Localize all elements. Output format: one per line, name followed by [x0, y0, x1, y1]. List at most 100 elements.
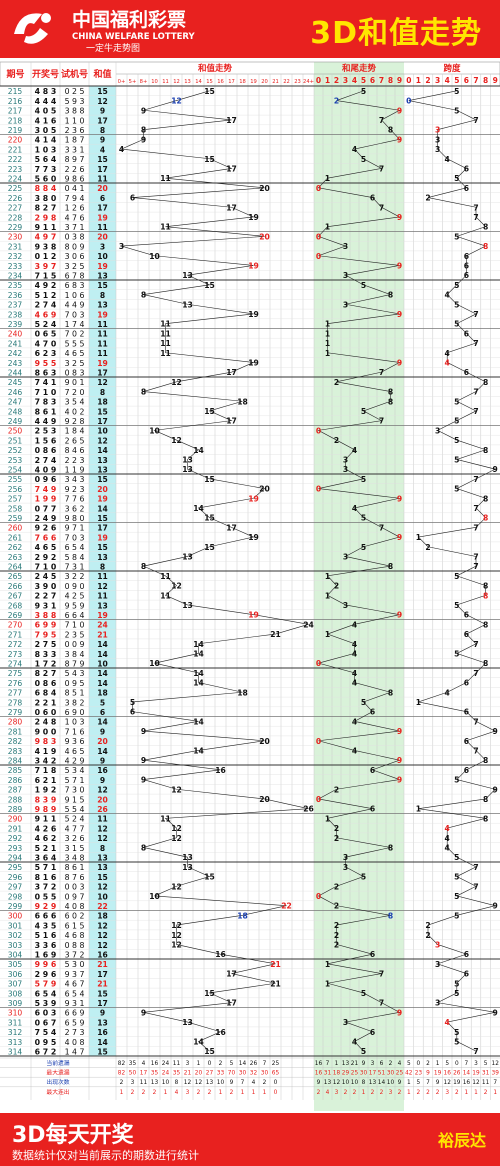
test-number: 3 2 6: [65, 834, 85, 843]
span-point-label: 3: [435, 940, 440, 949]
span-digit-label: 5: [454, 76, 459, 85]
sum-point-label: 8: [141, 388, 146, 397]
sum-point-label: 12: [171, 882, 182, 891]
tail-point-label: 2: [334, 824, 339, 833]
span-point-label: 6: [464, 970, 469, 979]
sum-value: 26: [97, 805, 108, 814]
test-number: 7 1 6: [65, 727, 85, 736]
draw-number: 6 5 4: [35, 989, 57, 998]
draw-number: 5 2 1: [35, 844, 57, 853]
sum-value: 20: [97, 184, 108, 193]
sum-value: 19: [97, 533, 108, 542]
sum-value: 17: [97, 116, 108, 125]
period-number: 314: [8, 1047, 23, 1056]
draw-number: 7 9 5: [35, 630, 57, 639]
period-number: 291: [8, 824, 23, 833]
test-number: 6 5 4: [65, 543, 85, 552]
span-point-label: 8: [483, 514, 488, 523]
sum-value: 15: [97, 155, 108, 164]
sum-point-label: 11: [160, 349, 171, 358]
span-point-label: 6: [464, 164, 469, 173]
sum-value: 14: [97, 640, 108, 649]
stat-sum-value: 2: [263, 1080, 267, 1086]
sum-point-label: 13: [182, 853, 193, 862]
period-number: 221: [8, 145, 23, 154]
test-number: 9 3 6: [65, 737, 85, 746]
footer-note: 数据统计仅对当前展示的期数进行统计: [12, 1149, 199, 1162]
period-number: 266: [8, 582, 23, 591]
draw-number: 7 7 3: [35, 165, 57, 174]
sum-point-label: 19: [248, 611, 259, 620]
stat-tail-value: 2: [398, 1090, 402, 1096]
tail-point-label: 3: [343, 300, 348, 309]
sum-point-label: 20: [259, 184, 270, 193]
span-point-label: 5: [454, 911, 459, 920]
test-number: 9 3 7: [65, 970, 85, 979]
tail-point-label: 6: [370, 805, 375, 814]
sum-value: 22: [97, 902, 108, 911]
draw-number: 6 7 2: [35, 1047, 57, 1056]
stat-sum-value: 26: [250, 1061, 258, 1067]
test-number: 2 7 3: [65, 1028, 85, 1037]
stat-tail-value: 3: [389, 1090, 393, 1096]
sum-point-label: 14: [193, 649, 204, 658]
test-number: 1 4 7: [65, 1047, 85, 1056]
test-number: 5 2 4: [65, 815, 85, 824]
draw-number: 0 6 7: [35, 1018, 57, 1027]
draw-number: 4 9 2: [35, 281, 57, 290]
stat-sum-value: 1: [164, 1090, 168, 1096]
span-digit-label: 4: [445, 76, 450, 85]
period-number: 275: [8, 669, 23, 678]
test-number: 8 6 1: [65, 863, 85, 872]
tail-digit-label: 0: [316, 76, 321, 85]
sum-value: 15: [97, 989, 108, 998]
sum-point-label: 11: [160, 329, 171, 338]
span-point-label: 3: [435, 960, 440, 969]
sum-point-label: 14: [193, 1037, 204, 1046]
tail-point-label: 3: [343, 552, 348, 561]
tail-point-label: 5: [361, 514, 366, 523]
sum-value: 20: [97, 795, 108, 804]
period-number: 233: [8, 262, 23, 271]
stat-tail-value: 29: [342, 1071, 350, 1077]
sum-point-label: 24: [303, 620, 314, 629]
period-number: 269: [8, 611, 23, 620]
tail-point-label: 8: [388, 562, 393, 571]
test-number: 3 2 2: [65, 572, 85, 581]
sum-point-label: 11: [160, 572, 171, 581]
period-number: 283: [8, 747, 23, 756]
tail-point-label: 9: [397, 533, 402, 542]
period-number: 231: [8, 242, 23, 251]
span-point-label: 4: [445, 688, 450, 697]
stat-span-value: 9: [426, 1071, 430, 1077]
stat-sum-value: 13: [151, 1080, 159, 1086]
stat-sum-value: 35: [151, 1071, 159, 1077]
stat-sum-value: 24: [162, 1061, 170, 1067]
period-number: 303: [8, 941, 23, 950]
sum-value: 16: [97, 1028, 108, 1037]
tail-point-label: 0: [316, 184, 321, 193]
draw-number: 8 3 3: [35, 650, 57, 659]
period-number: 298: [8, 892, 23, 901]
draw-number: 4 3 5: [35, 921, 57, 930]
sum-point-label: 8: [141, 562, 146, 571]
draw-number: 8 6 3: [35, 368, 57, 377]
sum-point-label: 13: [182, 552, 193, 561]
tail-digit-label: 2: [334, 76, 339, 85]
test-number: 6 1 5: [65, 921, 85, 930]
tail-point-label: 3: [343, 601, 348, 610]
sum-point-label: 12: [171, 921, 182, 930]
span-point-label: 7: [473, 213, 478, 222]
draw-number: 7 8 3: [35, 398, 57, 407]
test-number: 6 8 3: [65, 281, 85, 290]
stat-tail-value: 13: [369, 1080, 377, 1086]
draw-number: 7 6 6: [35, 533, 57, 542]
sum-point-label: 21: [270, 960, 281, 969]
draw-number: 3 8 0: [35, 194, 57, 203]
stat-sum-value: 2: [230, 1090, 234, 1096]
span-point-label: 6: [464, 184, 469, 193]
tail-point-label: 1: [325, 630, 330, 639]
span-point-label: 7: [473, 407, 478, 416]
test-number: 3 8 2: [65, 698, 85, 707]
stat-sum-value: 1: [219, 1090, 223, 1096]
